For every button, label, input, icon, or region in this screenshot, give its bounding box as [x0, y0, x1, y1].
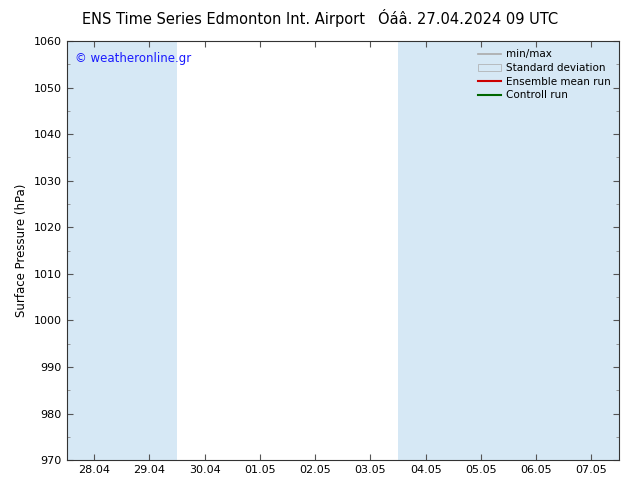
Bar — [398, 41, 508, 460]
Bar — [508, 41, 619, 460]
Text: ENS Time Series Edmonton Int. Airport: ENS Time Series Edmonton Int. Airport — [82, 12, 365, 27]
Text: Óáâ. 27.04.2024 09 UTC: Óáâ. 27.04.2024 09 UTC — [378, 12, 558, 27]
Y-axis label: Surface Pressure (hPa): Surface Pressure (hPa) — [15, 184, 28, 318]
Text: © weatheronline.gr: © weatheronline.gr — [75, 51, 191, 65]
Bar — [67, 41, 177, 460]
Legend: min/max, Standard deviation, Ensemble mean run, Controll run: min/max, Standard deviation, Ensemble me… — [475, 46, 614, 103]
